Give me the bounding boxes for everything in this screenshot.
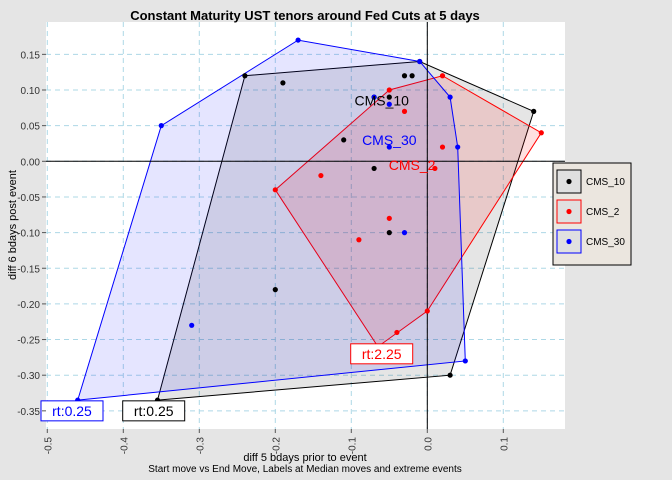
point-cms_2: [432, 165, 438, 172]
point-cms_10: [401, 73, 408, 79]
y-axis-label: diff 6 bdays post event: [7, 170, 19, 280]
median-label-cms_10: CMS_10: [354, 93, 409, 109]
y-tick-label: -0.35: [17, 407, 40, 418]
point-cms_10: [280, 80, 286, 86]
x-tick-label: -0.3: [195, 437, 206, 455]
extreme-label-box-cms_30: [40, 400, 104, 422]
point-cms_10: [386, 230, 392, 236]
median-label-cms_2: CMS_2: [389, 157, 436, 173]
legend: CMS_10 CMS_2 CMS_30: [552, 162, 632, 266]
legend-marker-cms_2: [566, 208, 572, 215]
extreme-label-cms_2: rt:2.25: [362, 346, 402, 362]
point-cms_2: [538, 130, 544, 136]
y-tick-label: -0.05: [17, 193, 40, 204]
chart-title: Constant Maturity UST tenors around Fed …: [130, 8, 480, 23]
y-tick-label: 0.10: [21, 86, 41, 97]
y-tick-label: -0.10: [17, 229, 40, 240]
point-cms_2: [401, 108, 408, 114]
point-cms_2: [386, 215, 392, 221]
point-cms_30: [386, 144, 392, 150]
y-tick-label: -0.25: [17, 336, 40, 347]
point-cms_2: [272, 187, 278, 193]
point-cms_2: [356, 237, 362, 243]
point-cms_10: [386, 94, 392, 100]
point-cms_10: [531, 108, 537, 114]
y-tick-label: 0.05: [21, 122, 41, 133]
point-cms_2: [318, 172, 324, 179]
legend-marker-cms_30: [566, 238, 572, 245]
chart-subtitle: Start move vs End Move, Labels at Median…: [148, 464, 462, 475]
point-cms_10: [447, 372, 453, 378]
point-cms_10: [341, 137, 347, 143]
labels: CMS_10 rt:0.25 CMS_2 rt:2.25 CMS_30 rt:0.25: [40, 93, 436, 422]
x-tick-label: 0.0: [423, 437, 434, 451]
legend-label-cms_30: CMS_30: [586, 237, 625, 248]
point-cms_2: [394, 329, 400, 336]
hull-cms_30: [77, 39, 466, 401]
point-cms_10: [371, 165, 377, 172]
extreme-label-box-cms_10: [122, 400, 186, 422]
point-cms_30: [295, 37, 301, 43]
zero-lines: [46, 22, 565, 429]
point-cms_30: [447, 94, 453, 100]
legend-label-cms_10: CMS_10: [586, 177, 625, 188]
point-cms_30: [189, 322, 195, 328]
point-cms_30: [401, 230, 408, 236]
point-cms_30: [386, 101, 392, 107]
point-cms_10: [272, 287, 278, 293]
extreme-label-cms_30: rt:0.25: [52, 403, 92, 419]
point-cms_2: [424, 308, 430, 314]
x-tick-label: -0.1: [347, 437, 358, 455]
point-cms_10: [409, 73, 415, 79]
extreme-label-box-cms_2: [350, 343, 414, 365]
median-label-cms_30: CMS_30: [362, 132, 417, 148]
x-tick-label: 0.1: [499, 437, 510, 451]
point-cms_30: [158, 123, 164, 129]
extreme-label-cms_10: rt:0.25: [134, 403, 174, 419]
point-cms_30: [455, 144, 461, 150]
y-tick-label: -0.20: [17, 300, 40, 311]
point-cms_2: [439, 73, 446, 79]
point-cms_30: [462, 358, 468, 364]
x-tick-label: -0.2: [271, 437, 282, 455]
y-tick-label: -0.15: [17, 264, 40, 275]
legend-label-cms_2: CMS_2: [586, 207, 620, 218]
x-tick-label: -0.5: [43, 437, 54, 455]
hull-cms_10: [156, 60, 535, 401]
hulls: [77, 39, 543, 401]
point-cms_30: [417, 58, 423, 65]
y-tick-label: 0.00: [21, 157, 41, 168]
point-cms_2: [386, 87, 392, 93]
ticks: -0.5 -0.4 -0.3 -0.2 -0.1 0.0 0.1 0.15 0.10 0.05 0.…: [17, 50, 510, 454]
point-cms_2: [439, 144, 446, 150]
point-cms_10: [242, 73, 248, 79]
x-axis-label: diff 5 bdays prior to event: [243, 452, 366, 464]
y-tick-label: -0.30: [17, 371, 40, 382]
point-cms_30: [371, 94, 377, 100]
legend-marker-cms_10: [566, 178, 572, 185]
y-tick-label: 0.15: [21, 50, 41, 61]
x-tick-label: -0.4: [119, 437, 130, 455]
